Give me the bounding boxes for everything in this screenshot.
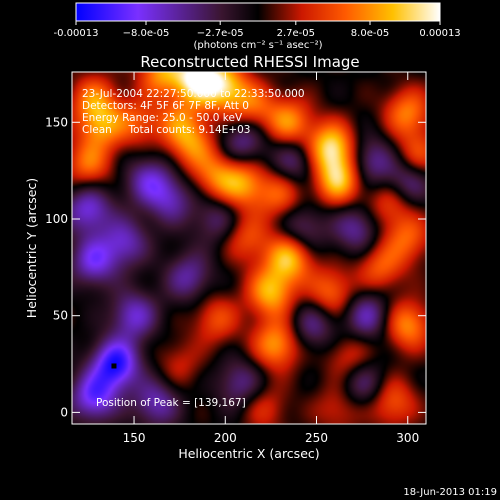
y-tick-label: 150 [45, 115, 68, 129]
colorbar-tick-label: −2.7e-05 [197, 28, 244, 39]
x-tick-label: 150 [123, 431, 146, 445]
x-axis-ticks: 150 200 250 300 [123, 72, 419, 445]
heatmap-image [72, 72, 426, 424]
info-line-detectors: Detectors: 4F 5F 6F 7F 8F, Att 0 [82, 100, 249, 112]
plot-frame [71, 71, 427, 425]
x-tick-label: 250 [305, 431, 328, 445]
peak-marker [111, 363, 117, 369]
x-tick-label: 300 [396, 431, 419, 445]
info-line-energy: Energy Range: 25.0 - 50.0 keV [82, 112, 243, 124]
colorbar-ticks [75, 21, 441, 25]
colorbar-tick-label: -0.00013 [54, 28, 99, 39]
y-tick-label: 50 [53, 309, 68, 323]
generated-date: 18-Jun-2013 01:19 [403, 487, 497, 498]
x-tick-label: 200 [214, 431, 237, 445]
colorbar: -0.00013 −8.0e-05 −2.7e-05 2.7e-05 8.0e-05 0.… [54, 2, 461, 51]
info-line-counts: Clean Total counts: 9.14E+03 [82, 124, 251, 136]
peak-position-label: Position of Peak = [139,167] [96, 397, 246, 409]
info-annotation: 23-Jul-2004 22:27:50.000 to 22:33:50.000… [82, 88, 305, 136]
colorbar-gradient [75, 2, 441, 22]
y-tick-label: 0 [60, 405, 68, 419]
colorbar-tick-label: −8.0e-05 [123, 28, 170, 39]
chart-title: Reconstructed RHESSI Image [140, 53, 359, 71]
y-axis-ticks: 0 50 100 150 [45, 115, 426, 419]
colorbar-tick-label: 2.7e-05 [277, 28, 315, 39]
colorbar-tick-label: 0.00013 [419, 28, 460, 39]
y-axis-label: Heliocentric Y (arcsec) [24, 178, 39, 318]
y-tick-label: 100 [45, 212, 68, 226]
info-line-time: 23-Jul-2004 22:27:50.000 to 22:33:50.000 [82, 88, 305, 100]
colorbar-tick-labels: -0.00013 −8.0e-05 −2.7e-05 2.7e-05 8.0e-05 0.… [54, 28, 461, 39]
colorbar-units: (photons cm⁻² s⁻¹ asec⁻²) [193, 40, 322, 51]
colorbar-tick-label: 8.0e-05 [351, 28, 389, 39]
x-axis-label: Heliocentric X (arcsec) [178, 446, 319, 461]
